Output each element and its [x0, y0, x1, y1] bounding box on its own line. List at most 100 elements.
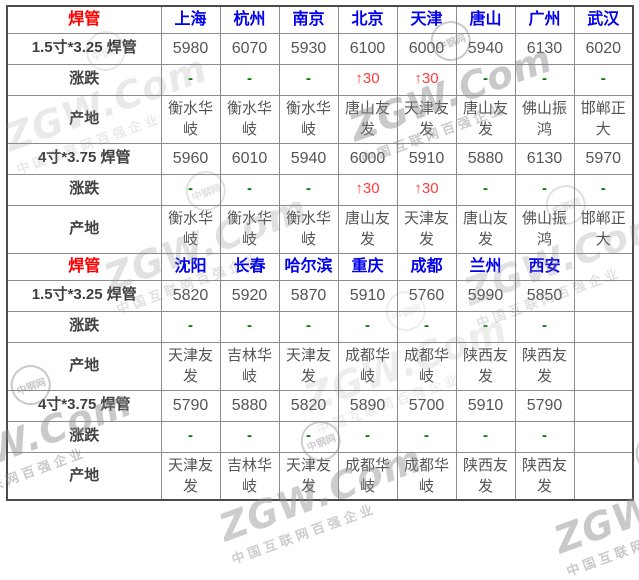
price-flat-value: - — [247, 70, 252, 88]
city-header-cell: 上海 — [160, 5, 221, 34]
price-cell: 6070 — [219, 32, 280, 65]
city-header-cell: 哈尔滨 — [278, 252, 339, 281]
city-header-cell: 重庆 — [337, 252, 398, 281]
change-label-cell: 涨跌 — [6, 173, 162, 206]
origin-cell: 邯郸正大 — [573, 204, 634, 254]
table-header-row: 焊管 沈阳 长春 哈尔滨 重庆 成都 兰州 西安 — [6, 252, 634, 281]
change-cell: - — [573, 63, 634, 96]
price-flat-value: - — [306, 70, 311, 88]
origin-cell: 衡水华岐 — [278, 94, 339, 144]
origin-cell: 唐山友发 — [337, 204, 398, 254]
price-cell: 5910 — [396, 142, 457, 175]
table-row: 涨跌 - - - - - - - — [6, 420, 634, 453]
change-cell: - — [219, 420, 280, 453]
price-flat-value: - — [542, 180, 547, 198]
change-cell: - — [514, 63, 575, 96]
price-cell: 5880 — [455, 142, 516, 175]
price-up-value: ↑30 — [414, 180, 439, 198]
origin-cell: 吉林华岐 — [219, 451, 280, 501]
price-cell: 5850 — [514, 279, 575, 312]
price-cell: 5880 — [219, 389, 280, 422]
city-header-cell: 北京 — [337, 5, 398, 34]
price-cell: 5940 — [278, 142, 339, 175]
change-cell: - — [573, 173, 634, 206]
price-cell: 6010 — [219, 142, 280, 175]
price-flat-value: - — [365, 317, 370, 335]
origin-cell: 成都华岐 — [396, 451, 457, 501]
price-cell: 5790 — [160, 389, 221, 422]
table-row: 产地 衡水华岐 衡水华岐 衡水华岐 唐山友发 天津友发 唐山友发 佛山振鸿 邯郸正大 — [6, 204, 634, 254]
origin-label-cell: 产地 — [6, 341, 162, 391]
change-label-cell: 涨跌 — [6, 63, 162, 96]
origin-cell: 天津友发 — [278, 341, 339, 391]
table-row: 产地 天津友发 吉林华岐 天津友发 成都华岐 成都华岐 陕西友发 陕西友发 — [6, 341, 634, 391]
origin-cell: 唐山友发 — [455, 204, 516, 254]
origin-cell: 邯郸正大 — [573, 94, 634, 144]
price-flat-value: - — [542, 70, 547, 88]
city-header-cell: 杭州 — [219, 5, 280, 34]
table-row: 1.5寸*3.25 焊管 5980 6070 5930 6100 6000 5940 6130… — [6, 32, 634, 65]
table-row: 1.5寸*3.25 焊管 5820 5920 5870 5910 5760 5990 5850 — [6, 279, 634, 312]
change-cell: - — [514, 420, 575, 453]
origin-cell: 衡水华岐 — [278, 204, 339, 254]
change-cell: - — [219, 310, 280, 343]
origin-cell: 佛山振鸿 — [514, 94, 575, 144]
origin-label-cell: 产地 — [6, 204, 162, 254]
origin-cell: 陕西友发 — [455, 341, 516, 391]
city-header-cell: 广州 — [514, 5, 575, 34]
city-header-cell: 南京 — [278, 5, 339, 34]
price-cell: 6020 — [573, 32, 634, 65]
city-header-cell: 兰州 — [455, 252, 516, 281]
origin-cell — [573, 451, 634, 501]
price-flat-value: - — [424, 427, 429, 445]
spec-label-cell: 4寸*3.75 焊管 — [6, 142, 162, 175]
spec-label-cell: 4寸*3.75 焊管 — [6, 389, 162, 422]
price-flat-value: - — [306, 317, 311, 335]
origin-cell: 陕西友发 — [514, 341, 575, 391]
price-cell: 6100 — [337, 32, 398, 65]
price-cell: 5760 — [396, 279, 457, 312]
table-row: 4寸*3.75 焊管 5790 5880 5820 5890 5700 5910 5790 — [6, 389, 634, 422]
price-flat-value: - — [483, 70, 488, 88]
change-cell: - — [455, 420, 516, 453]
change-cell: - — [396, 420, 457, 453]
price-flat-value: - — [483, 317, 488, 335]
price-up-value: ↑30 — [355, 180, 380, 198]
price-cell — [573, 279, 634, 312]
change-cell: ↑30 — [337, 173, 398, 206]
table-row: 产地 天津友发 吉林华岐 天津友发 成都华岐 成都华岐 陕西友发 陕西友发 — [6, 451, 634, 501]
change-cell: ↑30 — [337, 63, 398, 96]
price-flat-value: - — [306, 427, 311, 445]
price-flat-value: - — [188, 317, 193, 335]
price-cell — [573, 389, 634, 422]
origin-cell: 唐山友发 — [455, 94, 516, 144]
origin-cell: 天津友发 — [396, 204, 457, 254]
change-cell: - — [278, 420, 339, 453]
change-label-cell: 涨跌 — [6, 420, 162, 453]
price-flat-value: - — [188, 427, 193, 445]
city-header-cell: 沈阳 — [160, 252, 221, 281]
city-header-cell: 天津 — [396, 5, 457, 34]
price-flat-value: - — [600, 70, 606, 88]
price-cell: 6130 — [514, 32, 575, 65]
price-cell: 5910 — [337, 279, 398, 312]
price-flat-value: - — [600, 180, 606, 198]
origin-cell: 陕西友发 — [514, 451, 575, 501]
origin-cell: 衡水华岐 — [160, 204, 221, 254]
price-up-value: ↑30 — [414, 70, 439, 88]
origin-cell: 吉林华岐 — [219, 341, 280, 391]
origin-cell: 天津友发 — [396, 94, 457, 144]
city-header-cell: 西安 — [514, 252, 575, 281]
origin-cell: 天津友发 — [160, 451, 221, 501]
change-cell: - — [219, 63, 280, 96]
change-cell: - — [160, 420, 221, 453]
price-cell: 5970 — [573, 142, 634, 175]
price-flat-value: - — [542, 427, 547, 445]
price-cell: 5910 — [455, 389, 516, 422]
price-flat-value: - — [483, 180, 488, 198]
change-cell: - — [396, 310, 457, 343]
page: { "colors":{ "product_red":"#ff0000", "c… — [0, 5, 639, 580]
product-header-cell: 焊管 — [6, 5, 162, 34]
price-cell: 5890 — [337, 389, 398, 422]
price-flat-value: - — [247, 180, 252, 198]
